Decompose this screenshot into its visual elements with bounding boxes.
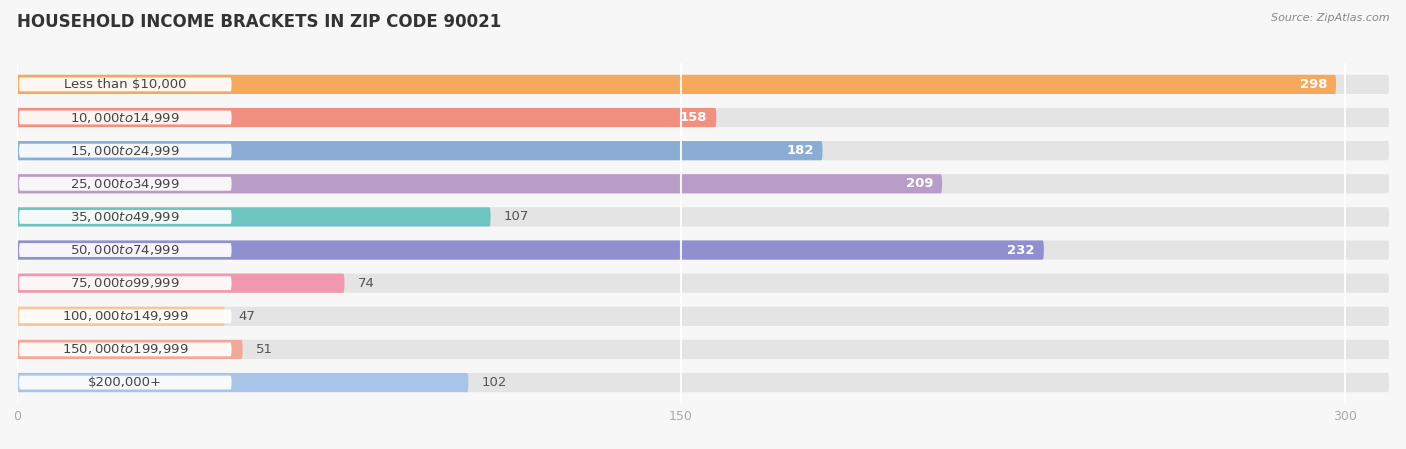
- FancyBboxPatch shape: [17, 207, 491, 227]
- FancyBboxPatch shape: [17, 75, 1389, 94]
- FancyBboxPatch shape: [20, 210, 232, 224]
- FancyBboxPatch shape: [17, 108, 716, 127]
- FancyBboxPatch shape: [20, 144, 232, 158]
- Text: 51: 51: [256, 343, 273, 356]
- Text: $150,000 to $199,999: $150,000 to $199,999: [62, 343, 188, 357]
- Text: $50,000 to $74,999: $50,000 to $74,999: [70, 243, 180, 257]
- FancyBboxPatch shape: [17, 307, 225, 326]
- FancyBboxPatch shape: [20, 343, 232, 357]
- FancyBboxPatch shape: [17, 307, 1389, 326]
- FancyBboxPatch shape: [17, 373, 468, 392]
- FancyBboxPatch shape: [17, 141, 823, 160]
- FancyBboxPatch shape: [17, 174, 942, 194]
- FancyBboxPatch shape: [17, 273, 1389, 293]
- FancyBboxPatch shape: [17, 174, 1389, 194]
- FancyBboxPatch shape: [20, 177, 232, 191]
- FancyBboxPatch shape: [20, 309, 232, 323]
- Text: 298: 298: [1299, 78, 1327, 91]
- Text: 74: 74: [357, 277, 374, 290]
- FancyBboxPatch shape: [17, 207, 1389, 227]
- Text: 158: 158: [681, 111, 707, 124]
- FancyBboxPatch shape: [20, 276, 232, 290]
- Text: $200,000+: $200,000+: [89, 376, 162, 389]
- Text: $10,000 to $14,999: $10,000 to $14,999: [70, 110, 180, 124]
- Text: Source: ZipAtlas.com: Source: ZipAtlas.com: [1271, 13, 1389, 23]
- Text: $75,000 to $99,999: $75,000 to $99,999: [70, 276, 180, 290]
- Text: 232: 232: [1008, 243, 1035, 256]
- FancyBboxPatch shape: [17, 141, 1389, 160]
- FancyBboxPatch shape: [17, 373, 1389, 392]
- FancyBboxPatch shape: [17, 273, 344, 293]
- Text: $15,000 to $24,999: $15,000 to $24,999: [70, 144, 180, 158]
- FancyBboxPatch shape: [17, 340, 243, 359]
- Text: $100,000 to $149,999: $100,000 to $149,999: [62, 309, 188, 323]
- FancyBboxPatch shape: [20, 78, 232, 91]
- Text: 107: 107: [503, 211, 529, 224]
- FancyBboxPatch shape: [17, 240, 1043, 260]
- Text: 47: 47: [238, 310, 254, 323]
- Text: 209: 209: [905, 177, 934, 190]
- FancyBboxPatch shape: [17, 108, 1389, 127]
- Text: $35,000 to $49,999: $35,000 to $49,999: [70, 210, 180, 224]
- FancyBboxPatch shape: [17, 340, 1389, 359]
- FancyBboxPatch shape: [20, 376, 232, 389]
- Text: 182: 182: [786, 144, 814, 157]
- FancyBboxPatch shape: [17, 75, 1336, 94]
- Text: 102: 102: [482, 376, 508, 389]
- FancyBboxPatch shape: [20, 243, 232, 257]
- FancyBboxPatch shape: [17, 240, 1389, 260]
- Text: HOUSEHOLD INCOME BRACKETS IN ZIP CODE 90021: HOUSEHOLD INCOME BRACKETS IN ZIP CODE 90…: [17, 13, 501, 31]
- Text: $25,000 to $34,999: $25,000 to $34,999: [70, 177, 180, 191]
- FancyBboxPatch shape: [20, 110, 232, 124]
- Text: Less than $10,000: Less than $10,000: [65, 78, 187, 91]
